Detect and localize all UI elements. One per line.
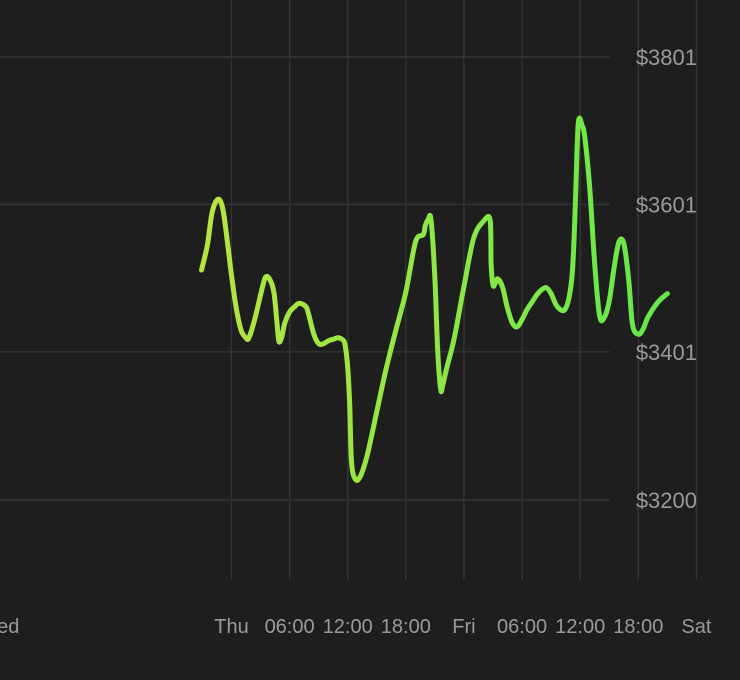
y-tick-label: $3200: [636, 488, 697, 513]
x-tick-label: Wed: [0, 616, 19, 638]
x-tick-label: 18:00: [381, 616, 431, 638]
x-tick-label: Sat: [681, 616, 711, 638]
grid: [0, 0, 698, 580]
series-layer: [199, 115, 670, 483]
y-tick-label: $3601: [636, 192, 697, 217]
x-tick-label: 18:00: [613, 616, 663, 638]
y-axis-ticks: $3801 $3601 $3401 $3200: [636, 45, 697, 513]
x-tick-label: 06:00: [497, 616, 547, 638]
x-tick-label: Fri: [452, 616, 475, 638]
y-tick-label: $3401: [636, 340, 697, 365]
x-tick-label: 12:00: [323, 616, 373, 638]
x-tick-label: 06:00: [265, 616, 315, 638]
price-series-line: [199, 115, 670, 483]
x-axis-ticks: Wed Thu 06:00 12:00 18:00 Fri 06:00 12:00 18:00 S…: [0, 616, 712, 638]
x-tick-label: 12:00: [555, 616, 605, 638]
x-tick-label: Thu: [214, 616, 248, 638]
y-tick-label: $3801: [636, 45, 697, 70]
